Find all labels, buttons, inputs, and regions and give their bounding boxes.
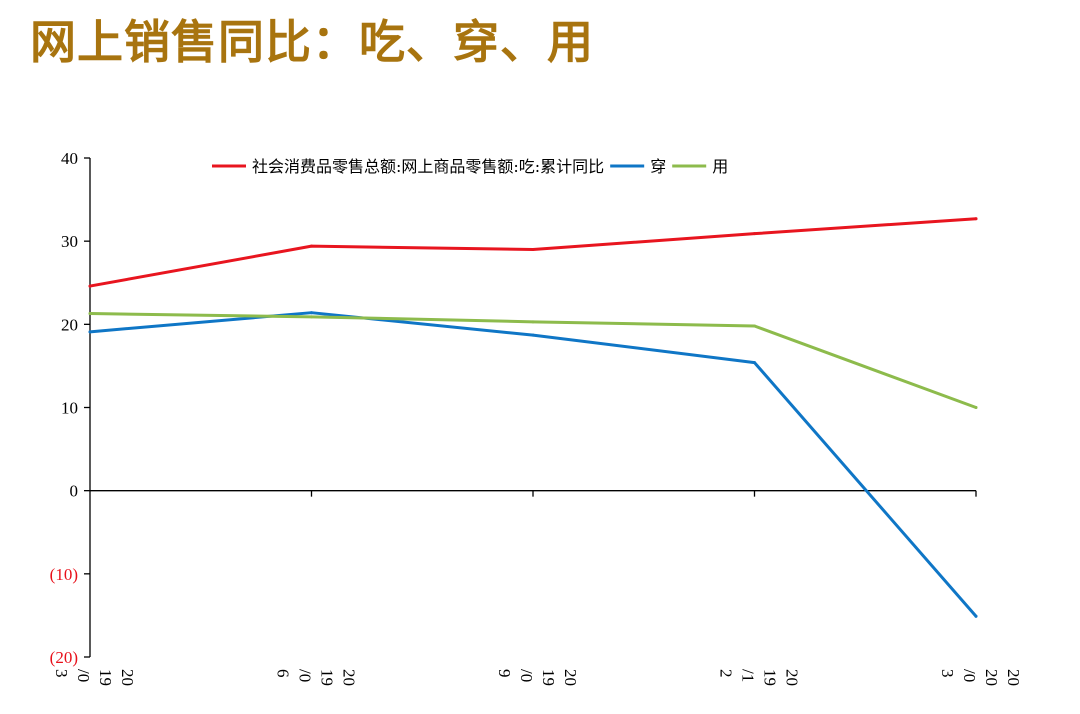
x-tick-label-part: 6 xyxy=(274,669,293,678)
x-tick-label-part: 9 xyxy=(495,669,514,678)
data-point xyxy=(310,311,313,315)
x-tick-label-part: 20 xyxy=(118,669,137,686)
data-point xyxy=(753,232,756,236)
data-point xyxy=(531,320,535,324)
x-tick-label-part: 19 xyxy=(318,669,337,686)
y-tick-label: 10 xyxy=(61,399,78,418)
x-tick-label-part: 2 xyxy=(717,669,736,678)
data-point xyxy=(88,312,92,316)
page-title: 网上销售同比：吃、穿、用 xyxy=(30,15,594,69)
x-tick-label-part: 19 xyxy=(539,669,558,686)
data-point xyxy=(753,324,756,328)
x-tick-label-part: /0 xyxy=(517,669,536,682)
x-tick-label-part: 3 xyxy=(938,669,957,678)
data-point xyxy=(974,217,978,221)
x-tick-label-part: /1 xyxy=(739,669,758,682)
y-tick-label: 20 xyxy=(61,315,78,334)
legend-label: 用 xyxy=(712,157,728,176)
y-axis: 40 30 20 10 0 (10) (20) xyxy=(50,149,91,667)
x-tick-label-part: 19 xyxy=(96,669,115,686)
data-point xyxy=(974,406,978,409)
x-tick-label-part: 20 xyxy=(982,669,1001,686)
data-point xyxy=(310,315,313,319)
data-point xyxy=(974,614,978,618)
x-tick-label-part: /0 xyxy=(74,669,93,682)
y-tick-label: 40 xyxy=(61,149,78,168)
x-tick-label-part: /0 xyxy=(960,669,979,682)
x-tick-label-part: /0 xyxy=(296,669,315,682)
y-tick-label: 0 xyxy=(70,482,79,501)
data-point xyxy=(531,247,535,251)
legend-label: 穿 xyxy=(650,157,666,176)
legend: 社会消费品零售总额:网上商品零售额:吃:累计同比 穿 用 xyxy=(212,157,728,176)
x-tick-label-part: 19 xyxy=(761,669,780,686)
data-point xyxy=(310,244,313,248)
y-tick-label: 30 xyxy=(61,232,78,251)
y-tick-label: (10) xyxy=(50,565,78,584)
x-tick-label-part: 20 xyxy=(561,669,580,686)
data-point xyxy=(531,333,535,337)
y-tick-label: (20) xyxy=(50,648,78,667)
data-point xyxy=(88,284,92,288)
x-tick-label-part: 20 xyxy=(340,669,359,686)
x-tick-label-part: 3 xyxy=(52,669,71,678)
data-point xyxy=(753,361,756,365)
x-tick-label-part: 20 xyxy=(1004,669,1023,686)
series-lines xyxy=(88,217,978,618)
legend-label: 社会消费品零售总额:网上商品零售额:吃:累计同比 xyxy=(252,157,604,176)
series-line xyxy=(88,312,978,409)
x-tick-label-part: 20 xyxy=(783,669,802,686)
data-point xyxy=(88,330,92,334)
series-line xyxy=(88,217,978,288)
